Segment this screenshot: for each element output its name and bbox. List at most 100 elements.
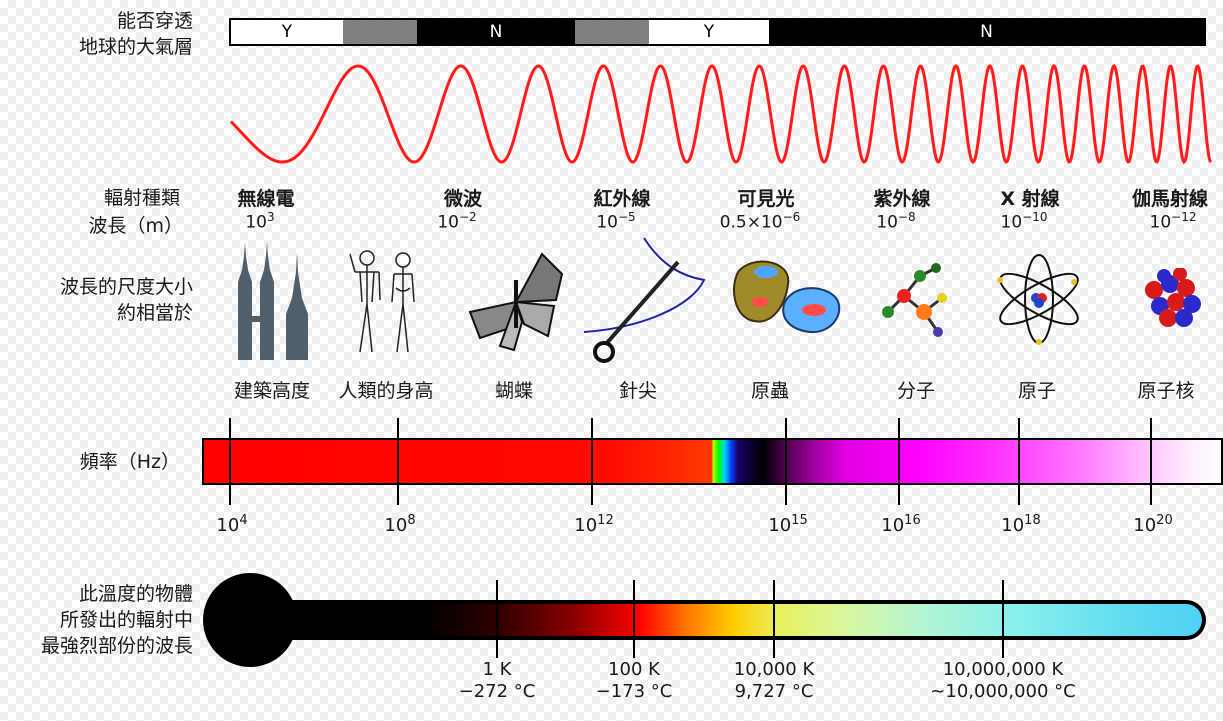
atmo-seg-3 [575, 20, 649, 44]
radiation-type-name: 可見光 [737, 188, 795, 210]
temperature-tick-label: 10,000 K 9,727 °C [734, 659, 815, 703]
needle-icon [583, 237, 706, 363]
atmosphere-label: 能否穿透 地球的大氣層 [79, 8, 193, 60]
atmosphere-penetration-bar: Y N Y N [229, 18, 1206, 46]
wavelength-value: 10−12 [1150, 210, 1197, 233]
temperature-tick [773, 580, 775, 658]
temperature-tick [496, 580, 498, 658]
wavelength-base: 10 [876, 212, 898, 233]
frequency-tick-label: 108 [384, 513, 415, 536]
scale-object-label: 原子 [1017, 380, 1057, 402]
frequency-tick [898, 418, 900, 505]
wavelength-value: 10−5 [596, 210, 635, 233]
wavelength-row-label: 波長（m） [88, 215, 183, 237]
atom-icon [997, 254, 1079, 345]
frequency-base: 10 [216, 515, 240, 536]
wavelength-base: 10 [245, 212, 267, 233]
temperature-celsius: −173 °C [595, 681, 673, 702]
frequency-exponent: 15 [791, 513, 808, 528]
atmosphere-label-text: 能否穿透 地球的大氣層 [78, 10, 193, 58]
wavelength-base: 10 [596, 212, 618, 233]
radiation-type-name: 紅外線 [593, 188, 651, 210]
thermometer-tube [265, 600, 1206, 640]
wavelength-exponent: −5 [617, 210, 636, 224]
frequency-tick-label: 1016 [881, 513, 920, 536]
type-row-label: 輻射種類 [103, 187, 180, 209]
wavelength-exponent: −6 [782, 210, 801, 224]
frequency-tick-label: 1018 [1001, 513, 1040, 536]
butterfly-icon [468, 252, 564, 352]
frequency-base: 10 [881, 515, 905, 536]
frequency-tick-label: 1020 [1133, 513, 1172, 536]
wavelength-exponent: −2 [458, 210, 477, 224]
frequency-base: 10 [1001, 515, 1025, 536]
humans-icon [349, 250, 415, 353]
scale-object-label: 原子核 [1137, 380, 1195, 402]
frequency-tick [397, 418, 399, 505]
frequency-tick [1150, 418, 1152, 505]
temperature-kelvin: 10,000,000 K [942, 659, 1064, 680]
radiation-type-name: 紫外線 [873, 188, 931, 210]
protozoa-icon [733, 260, 841, 334]
wave-path [229, 63, 1213, 165]
temperature-celsius: ~10,000,000 °C [930, 681, 1076, 702]
frequency-row-label: 頻率（Hz） [79, 451, 180, 473]
molecule-icon [882, 263, 947, 337]
frequency-exponent: 4 [239, 513, 248, 528]
towers-icon [238, 242, 308, 360]
atmo-seg-1 [343, 20, 417, 44]
thermometer-bulb [203, 573, 297, 667]
atmo-seg-2: N [417, 20, 575, 44]
temperature-tick-label: 100 K −173 °C [596, 659, 673, 703]
atmo-seg-5: N [769, 20, 1204, 44]
temperature-kelvin: 100 K [608, 659, 660, 680]
temperature-kelvin: 10,000 K [733, 659, 815, 680]
frequency-exponent: 16 [904, 513, 921, 528]
wavelength-base: 10 [1149, 212, 1172, 233]
temperature-celsius: 9,727 °C [734, 681, 814, 702]
wavelength-exponent: −12 [1171, 210, 1197, 224]
scale-object-label: 針尖 [618, 380, 658, 402]
frequency-tick [1018, 418, 1020, 505]
frequency-tick [591, 418, 593, 505]
wavelength-exponent: −8 [897, 210, 916, 224]
radiation-type-name: 無線電 [237, 188, 295, 210]
frequency-exponent: 20 [1156, 513, 1173, 528]
temperature-celsius: −272 °C [458, 681, 536, 702]
scale-row-label: 波長的尺度大小 約相當於 [59, 276, 193, 324]
wavelength-value: 10−2 [437, 210, 476, 233]
radiation-type-name: 伽馬射線 [1131, 188, 1209, 210]
frequency-exponent: 12 [597, 513, 614, 528]
wavelength-wave [229, 63, 1213, 165]
frequency-base: 10 [1133, 515, 1157, 536]
wavelength-value: 103 [245, 210, 274, 233]
temperature-tick [1002, 580, 1004, 658]
frequency-tick-label: 1012 [574, 513, 613, 536]
radiation-type-name: X 射線 [1000, 188, 1060, 210]
scale-object-label: 分子 [896, 380, 936, 402]
frequency-exponent: 18 [1024, 513, 1041, 528]
wavelength-value: 10−8 [876, 210, 915, 233]
scale-object-label: 人類的身高 [338, 380, 434, 402]
frequency-base: 10 [384, 515, 408, 536]
radiation-type-name: 微波 [443, 188, 483, 210]
scale-object-label: 建築高度 [233, 380, 311, 402]
wavelength-exponent: −10 [1022, 210, 1048, 224]
frequency-tick [229, 418, 231, 505]
wavelength-base: 10 [1000, 212, 1023, 233]
frequency-spectrum-bar [202, 438, 1223, 485]
wavelength-base: 0.5×10 [719, 212, 783, 233]
atmo-seg-0: Y [231, 20, 343, 44]
frequency-tick-label: 104 [216, 513, 247, 536]
atmo-seg-4: Y [649, 20, 769, 44]
frequency-tick [785, 418, 787, 505]
temperature-tick-label: 1 K −272 °C [459, 659, 536, 703]
frequency-tick-label: 1015 [768, 513, 807, 536]
nucleus-icon [1145, 268, 1201, 327]
temperature-kelvin: 1 K [482, 659, 512, 680]
temperature-tick-label: 10,000,000 K ~10,000,000 °C [930, 659, 1075, 703]
wavelength-value: 10−10 [1001, 210, 1048, 233]
frequency-base: 10 [768, 515, 792, 536]
wavelength-value: 0.5×10−6 [720, 210, 801, 233]
scale-object-label: 原蟲 [750, 380, 790, 402]
